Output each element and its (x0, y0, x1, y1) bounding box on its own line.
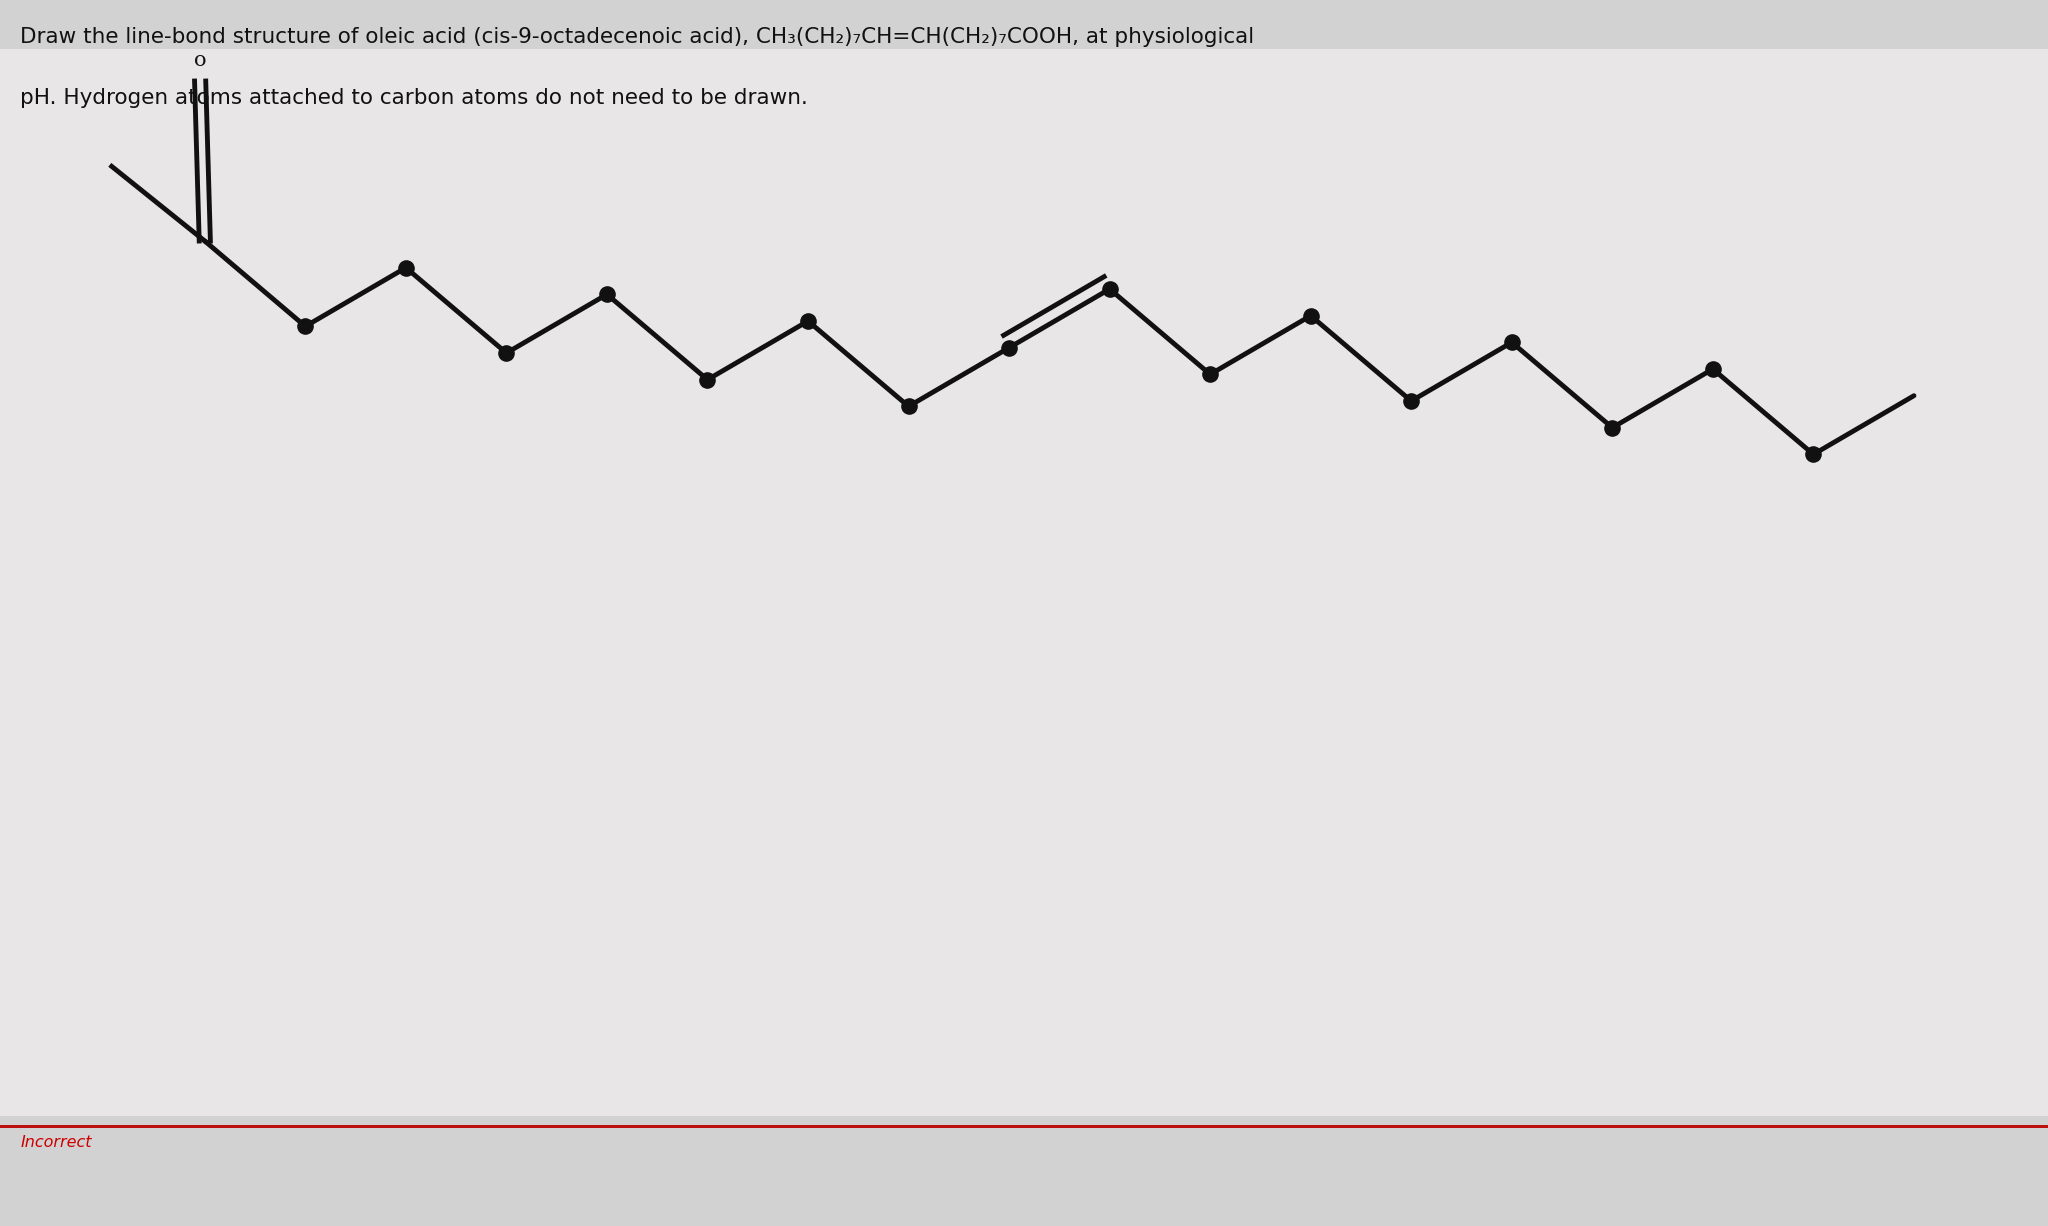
Point (489, 343, 522, 363)
Text: o: o (195, 51, 207, 70)
Point (1395, 391, 1427, 411)
Text: Incorrect: Incorrect (20, 1135, 92, 1150)
Point (1194, 364, 1227, 384)
Point (1796, 445, 1829, 465)
Text: pH. Hydrogen atoms attached to carbon atoms do not need to be drawn.: pH. Hydrogen atoms attached to carbon at… (20, 88, 809, 108)
Point (993, 338, 1026, 358)
Point (289, 316, 322, 336)
Point (1094, 280, 1126, 299)
Text: Draw the line-bond structure of oleic acid (cis-9-octadecenoic acid), CH₃(CH₂)₇C: Draw the line-bond structure of oleic ac… (20, 27, 1255, 47)
Point (1595, 418, 1628, 438)
Point (893, 396, 926, 416)
Point (389, 257, 422, 277)
Point (690, 370, 723, 390)
Point (1495, 332, 1528, 352)
Point (793, 311, 825, 331)
Point (1696, 359, 1729, 379)
Point (1294, 305, 1327, 325)
Point (590, 284, 623, 304)
